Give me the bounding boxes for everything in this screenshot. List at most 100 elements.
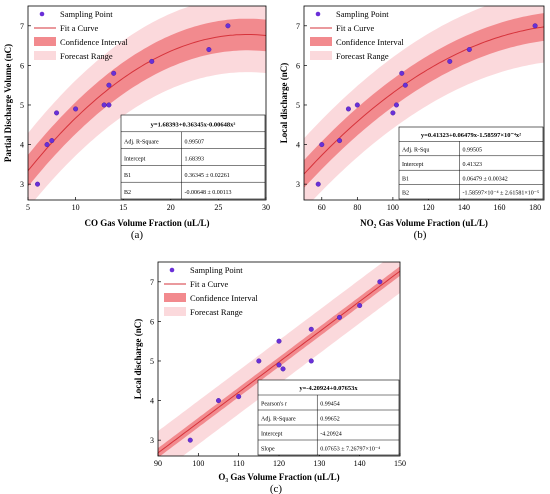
sampling-point — [308, 358, 314, 364]
x-tick-label: 20 — [167, 203, 175, 212]
table-equation: y=0.41323+0.06479x-1.58597×10⁻⁴x² — [421, 132, 521, 139]
panel-label: (c) — [270, 483, 283, 494]
x-tick-label: 150 — [394, 459, 406, 468]
legend: Sampling Point Fit a Curve Confidence Inte… — [310, 9, 404, 61]
sampling-point — [54, 110, 60, 116]
table-row-label: Intercept — [402, 162, 424, 168]
legend-marker-forecast-range — [34, 51, 56, 60]
table-row-label: Adj. R-Square — [261, 417, 296, 423]
table-row-label: Intercept — [124, 156, 146, 162]
sampling-point — [101, 102, 107, 108]
table-row-value: 0.06479 ± 0.00342 — [462, 176, 507, 182]
sampling-point — [357, 303, 363, 309]
table-row-value: 0.99454 — [320, 402, 340, 408]
stats-table: y=0.41323+0.06479x-1.58597×10⁻⁴x² Adj. R-… — [398, 126, 544, 200]
x-tick-label: 120 — [422, 203, 434, 212]
x-tick-label: 130 — [313, 459, 325, 468]
sampling-point — [276, 362, 282, 368]
fit-curve — [28, 34, 266, 172]
sampling-point — [337, 314, 343, 320]
table-row-label: Adj. R-Square — [124, 140, 159, 146]
legend-marker-sampling-point — [169, 267, 175, 273]
sampling-point — [345, 106, 351, 112]
sampling-point — [236, 394, 242, 400]
table-row-label: B2 — [402, 191, 409, 197]
x-tick-label: 100 — [387, 203, 399, 212]
sampling-point — [308, 326, 314, 332]
legend-marker-confidence-interval — [310, 37, 332, 46]
table-frame — [257, 379, 400, 456]
x-tick-label: 160 — [494, 203, 506, 212]
x-tick-label: 25 — [214, 203, 222, 212]
y-tick-label: 6 — [20, 61, 24, 70]
legend: Sampling Point Fit a Curve Confidence Inte… — [34, 9, 128, 61]
sampling-point — [215, 398, 221, 404]
table-frame — [398, 126, 544, 200]
sampling-point — [532, 23, 538, 29]
sampling-point — [49, 138, 55, 144]
x-tick-label: 10 — [72, 203, 80, 212]
table-equation: y=-4.20924+0.07653x — [299, 385, 358, 392]
x-axis-label: CO Gas Volume Fraction (uL/L) — [84, 218, 209, 228]
sampling-point — [390, 110, 396, 116]
sampling-point — [111, 70, 117, 76]
sampling-point — [315, 181, 321, 187]
plot-frame — [27, 5, 267, 201]
panel-label: (b) — [414, 229, 427, 241]
table-row-value: -0.00648 ± 0.00113 — [184, 190, 231, 196]
sampling-point — [187, 437, 193, 443]
x-tick-label: 140 — [354, 459, 366, 468]
table-row-label: B2 — [124, 190, 131, 196]
x-tick-label: 120 — [273, 459, 285, 468]
table-row-value: 0.41323 — [462, 162, 482, 168]
legend-label-sampling-point: Sampling Point — [60, 9, 113, 19]
table-row-label: Intercept — [261, 432, 283, 438]
panel-label: (a) — [131, 229, 144, 241]
table-row-value: 0.99507 — [184, 140, 204, 146]
confidence-interval-band — [28, 18, 266, 187]
legend-label-confidence-interval: Confidence Interval — [190, 293, 258, 303]
x-tick-label: 140 — [458, 203, 470, 212]
legend-marker-confidence-interval — [164, 293, 186, 302]
y-tick-label: 6 — [150, 317, 154, 326]
table-row-value: 0.36345 ± 0.02261 — [184, 173, 229, 179]
legend-label-sampling-point: Sampling Point — [190, 265, 243, 275]
sampling-point — [225, 23, 231, 29]
confidence-interval-band — [158, 266, 400, 456]
sampling-point — [319, 142, 325, 148]
table-row-value: -4.20924 — [320, 432, 342, 438]
sampling-point — [399, 70, 405, 76]
sampling-point — [35, 181, 41, 187]
legend-label-fit-curve: Fit a Curve — [60, 23, 98, 33]
panel-c: 90 100 110 120 130 140 150 3 4 5 6 7 O₃ Gas Volume F… — [133, 261, 406, 494]
legend-marker-sampling-point — [315, 11, 321, 17]
legend-label-fit-curve: Fit a Curve — [336, 23, 374, 33]
sampling-point — [402, 82, 408, 88]
legend: Sampling Point Fit a Curve Confidence Inte… — [164, 265, 258, 317]
sampling-point — [280, 366, 286, 372]
legend-marker-forecast-range — [164, 307, 186, 316]
y-tick-label: 4 — [296, 141, 300, 150]
table-row-label: Adj. R-Squ — [402, 147, 429, 153]
table-frame — [120, 114, 266, 200]
x-tick-label: 80 — [353, 203, 361, 212]
sampling-point — [106, 102, 112, 108]
table-row-value: 0.99652 — [320, 417, 340, 423]
legend-marker-forecast-range — [310, 51, 332, 60]
sampling-point — [149, 58, 155, 64]
fit-curve — [158, 270, 400, 454]
y-axis-label: Local discharge (nC) — [279, 63, 289, 144]
y-tick-label: 7 — [150, 278, 154, 287]
sampling-point — [447, 58, 453, 64]
table-row-value: 0.07653 ± 7.26797×10⁻⁴ — [320, 447, 380, 453]
x-tick-label: 90 — [154, 459, 162, 468]
legend-label-fit-curve: Fit a Curve — [190, 279, 228, 289]
x-tick-label: 60 — [318, 203, 326, 212]
legend-label-sampling-point: Sampling Point — [336, 9, 389, 19]
x-axis-label: O₃ Gas Volume Fraction (uL/L) — [218, 472, 339, 482]
y-tick-label: 3 — [20, 180, 24, 189]
stats-table: y=-4.20924+0.07653x Pearson's r 0.99454 Adj… — [257, 379, 400, 456]
y-tick-label: 5 — [150, 357, 154, 366]
y-tick-label: 6 — [296, 61, 300, 70]
